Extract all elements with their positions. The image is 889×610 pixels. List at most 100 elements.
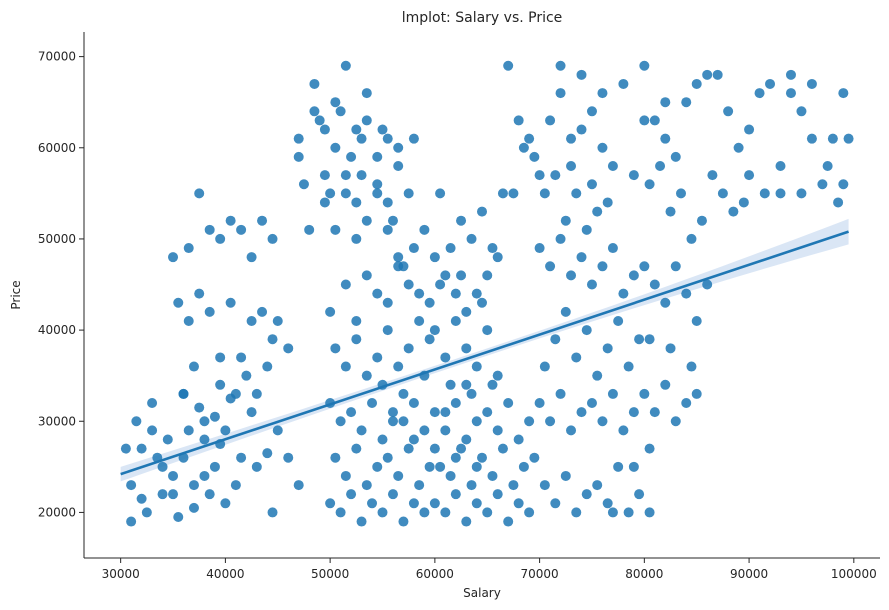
scatter-point [246,252,257,263]
scatter-point [340,470,351,481]
scatter-point [518,142,529,153]
scatter-point [188,361,199,372]
scatter-point [838,179,849,190]
scatter-point [581,224,592,235]
scatter-point [183,315,194,326]
x-tick-label: 100000 [831,567,877,581]
scatter-point [613,315,624,326]
y-tick-label: 30000 [38,414,76,428]
scatter-point [330,224,341,235]
scatter-point [503,398,514,409]
scatter-point [843,133,854,144]
scatter-point [419,507,430,518]
scatter-point [340,361,351,372]
scatter-point [372,352,383,363]
confidence-band-area [120,218,849,482]
scatter-point [456,443,467,454]
scatter-point [461,343,472,354]
scatter-point [487,243,498,254]
scatter-point [644,179,655,190]
scatter-point [670,151,681,162]
scatter-point [351,334,362,345]
scatter-point [199,434,210,445]
scatter-point [471,461,482,472]
scatter-point [796,106,807,117]
scatter-point [141,507,152,518]
scatter-point [377,507,388,518]
scatter-point [508,188,519,199]
scatter-point [435,279,446,290]
scatter-point [618,78,629,89]
scatter-point [539,361,550,372]
scatter-point [733,142,744,153]
scatter-point [414,480,425,491]
scatter-point [157,489,168,500]
scatter-point [403,343,414,354]
scatter-point [168,470,179,481]
scatter-point [429,252,440,263]
scatter-point [497,443,508,454]
scatter-point [566,425,577,436]
scatter-point [492,252,503,263]
scatter-point [293,133,304,144]
y-axis-ticks: 20000 30000 40000 50000 60000 70000 [38,50,84,519]
scatter-point [162,434,173,445]
scatter-point [524,416,535,427]
scatter-point [419,425,430,436]
scatter-point [555,60,566,71]
x-tick-label: 80000 [625,567,663,581]
scatter-point [136,443,147,454]
scatter-point [429,325,440,336]
scatter-point [508,480,519,491]
scatter-point [639,60,650,71]
scatter-point [571,188,582,199]
scatter-point [440,507,451,518]
scatter-point [717,188,728,199]
scatter-point [246,315,257,326]
scatter-point [283,343,294,354]
scatter-point [581,489,592,500]
scatter-point [686,361,697,372]
scatter-point [450,398,461,409]
scatter-point [403,279,414,290]
scatter-point [681,398,692,409]
scatter-point [382,224,393,235]
scatter-point [681,97,692,108]
scatter-point [340,60,351,71]
scatter-point [382,452,393,463]
scatter-point [550,334,561,345]
scatter-point [838,88,849,99]
scatter-point [435,188,446,199]
scatter-point [456,215,467,226]
scatter-point [482,507,493,518]
scatter-point [806,133,817,144]
x-tick-label: 50000 [311,567,349,581]
scatter-point [398,416,409,427]
scatter-point [194,188,205,199]
scatter-point [335,106,346,117]
scatter-point [340,279,351,290]
scatter-point [560,215,571,226]
scatter-point [209,411,220,422]
scatter-point [691,315,702,326]
scatter-point [655,161,666,172]
scatter-point [351,124,362,135]
scatter-point [670,261,681,272]
scatter-point [681,288,692,299]
scatter-point [147,398,158,409]
scatter-point [482,270,493,281]
scatter-point [534,170,545,181]
scatter-point [466,388,477,399]
scatter-point [361,115,372,126]
scatter-point [450,489,461,500]
scatter-point [340,170,351,181]
scatter-point [351,443,362,454]
scatter-point [120,443,131,454]
scatter-point [466,233,477,244]
scatter-point [586,279,597,290]
scatter-point [607,243,618,254]
scatter-point [670,416,681,427]
scatter-point [618,425,629,436]
scatter-point [382,133,393,144]
scatter-point [639,388,650,399]
